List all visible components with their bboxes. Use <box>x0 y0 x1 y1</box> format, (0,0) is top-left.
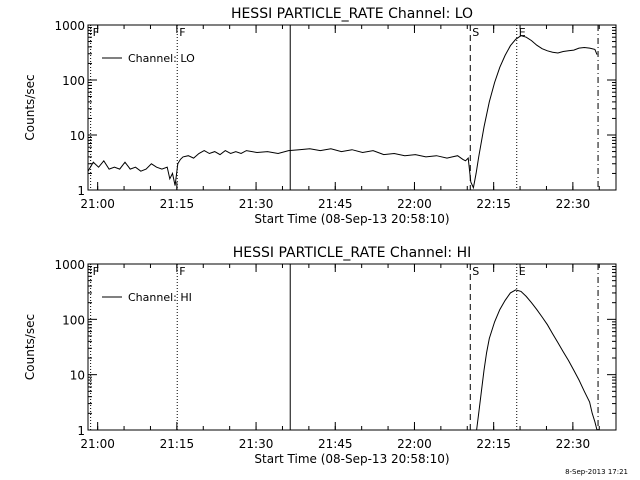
chart0-marker-label-0: F <box>93 26 99 39</box>
chart0-x-tick-label: 22:00 <box>397 197 432 211</box>
chart-hi-channel: HESSI PARTICLE_RATE Channel: HI 21:00 21:1… <box>23 245 617 466</box>
chart1-title: HESSI PARTICLE_RATE Channel: HI <box>233 245 471 261</box>
chart0-y-tick-label: 1 <box>77 184 85 198</box>
chart1-y-tick-label: 1 <box>77 424 85 438</box>
chart1-y-tick-label: 1000 <box>54 258 85 272</box>
chart1-x-tick-label: 21:00 <box>80 437 115 451</box>
chart0-marker-label-3: S <box>472 26 479 39</box>
chart0-plot-frame <box>87 24 617 191</box>
chart1-legend-label: Channel: HI <box>128 291 192 304</box>
chart-lo-channel: HESSI PARTICLE_RATE Channel: LO 21:00 21:1… <box>23 6 617 226</box>
chart0-marker-label-4: E <box>519 26 526 39</box>
chart0-x-tick-label: 21:45 <box>318 197 353 211</box>
chart0-title: HESSI PARTICLE_RATE Channel: LO <box>231 6 473 22</box>
chart0-legend-label: Channel: LO <box>128 52 195 65</box>
chart1-marker-label-3: S <box>472 265 479 278</box>
chart1-x-axis-label: Start Time (08-Sep-13 20:58:10) <box>254 452 449 466</box>
chart0-x-tick-label: 21:15 <box>160 197 195 211</box>
chart0-y-axis-label: Counts/sec <box>23 74 37 140</box>
chart0-x-tick-label: 21:00 <box>80 197 115 211</box>
chart0-y-tick-label: 1000 <box>54 19 85 33</box>
chart0-series-line <box>87 35 598 190</box>
chart0-marker-label-1: F <box>179 26 185 39</box>
chart1-x-tick-label: 21:30 <box>239 437 274 451</box>
chart1-marker-label-0: F <box>93 265 99 278</box>
chart1-x-tick-label: 21:45 <box>318 437 353 451</box>
chart1-y-axis-label: Counts/sec <box>23 314 37 380</box>
chart1-plot-frame <box>87 263 617 431</box>
chart0-x-axis-label: Start Time (08-Sep-13 20:58:10) <box>254 212 449 226</box>
chart1-x-tick-label: 22:00 <box>397 437 432 451</box>
chart1-y-tick-label: 10 <box>70 369 85 383</box>
chart1-x-tick-label: 22:30 <box>556 437 591 451</box>
chart1-x-tick-label: 22:15 <box>476 437 511 451</box>
chart1-marker-label-4: E <box>519 265 526 278</box>
chart1-marker-label-1: F <box>179 265 185 278</box>
chart1-y-tick-label: 100 <box>62 313 85 327</box>
footer-timestamp: 8-Sep-2013 17:21 <box>565 468 628 476</box>
chart0-x-tick-label: 22:15 <box>476 197 511 211</box>
chart1-series-line <box>476 289 598 431</box>
chart0-y-tick-label: 100 <box>62 74 85 88</box>
chart0-x-tick-label: 21:30 <box>239 197 274 211</box>
chart0-y-tick-label: 10 <box>70 129 85 143</box>
chart1-x-tick-label: 21:15 <box>160 437 195 451</box>
chart0-x-tick-label: 22:30 <box>556 197 591 211</box>
